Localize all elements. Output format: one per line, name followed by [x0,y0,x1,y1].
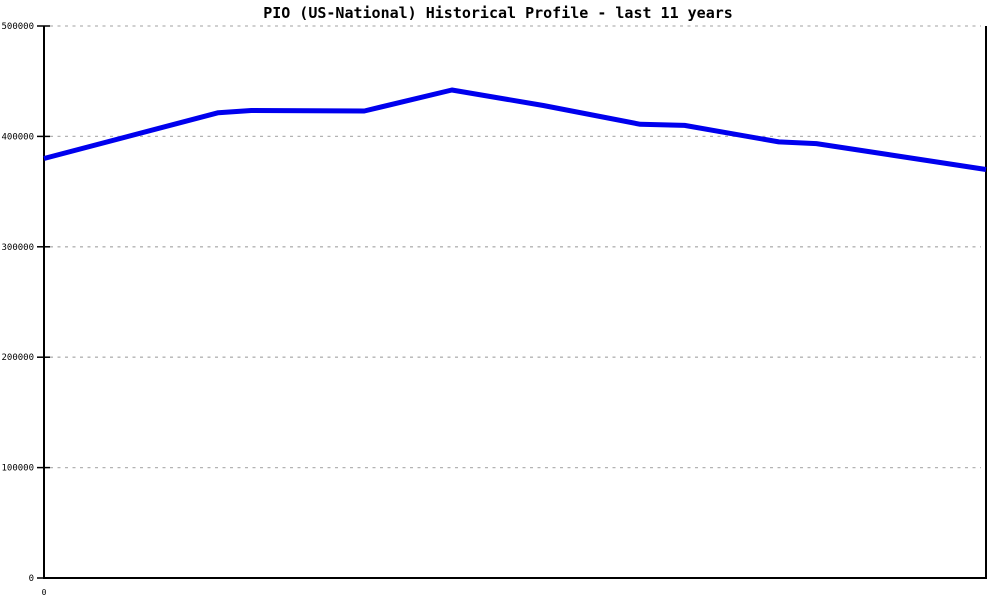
y-tick-label-0: 0 [29,574,34,584]
x-axis-ticks: 0 [42,588,47,597]
y-tick-label-500000: 500000 [1,22,34,32]
chart-title: PIO (US-National) Historical Profile - l… [263,4,733,22]
y-tick-label-300000: 300000 [1,243,34,253]
axes [43,26,987,579]
series-line-0 [43,87,987,172]
y-axis-ticks: 0 100000 200000 300000 400000 500000 [1,22,50,584]
gridlines [50,25,981,469]
data-series [43,87,987,172]
y-tick-label-100000: 100000 [1,464,34,474]
x-tick-label-0: 0 [42,588,47,597]
y-tick-label-400000: 400000 [1,132,34,142]
y-tick-label-200000: 200000 [1,353,34,363]
